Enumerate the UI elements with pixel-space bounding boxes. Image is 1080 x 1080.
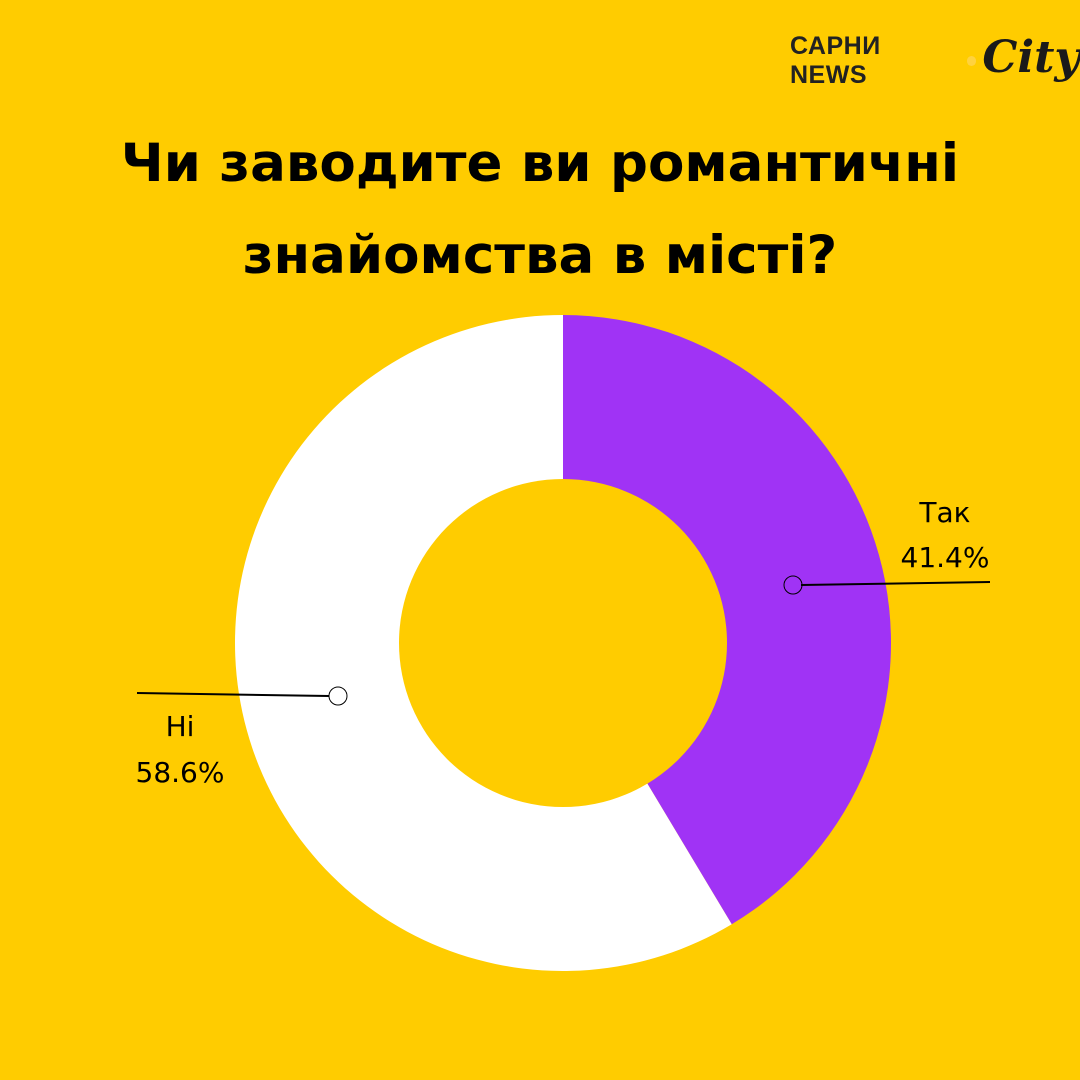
logo-brand: САРНИ NEWS	[790, 32, 881, 89]
leader-line-ni	[136, 692, 330, 697]
logo: САРНИ NEWS City	[790, 32, 1080, 90]
logo-city: City	[982, 31, 1080, 83]
label-tak: Так	[918, 496, 970, 529]
title-line-2: знайомства в місті?	[242, 225, 838, 286]
label-ni: Ні	[166, 710, 195, 743]
chart-title: Чи заводите ви романтичні знайомства в м…	[0, 118, 1080, 302]
value-ni: 58.6%	[136, 756, 225, 789]
leader-dot-ni	[328, 686, 348, 706]
leader-line-tak	[800, 581, 991, 586]
logo-dot	[966, 56, 977, 66]
leader-dot-tak	[783, 575, 803, 595]
title-line-1: Чи заводите ви романтичні	[120, 133, 960, 194]
value-tak: 41.4%	[901, 541, 990, 574]
donut-hole	[399, 479, 727, 807]
